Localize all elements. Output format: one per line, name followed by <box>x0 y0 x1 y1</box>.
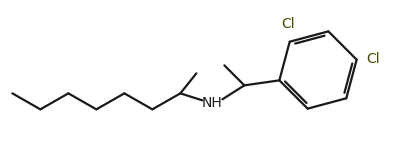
Text: Cl: Cl <box>281 17 295 31</box>
Text: NH: NH <box>202 96 223 110</box>
Text: Cl: Cl <box>367 52 380 66</box>
